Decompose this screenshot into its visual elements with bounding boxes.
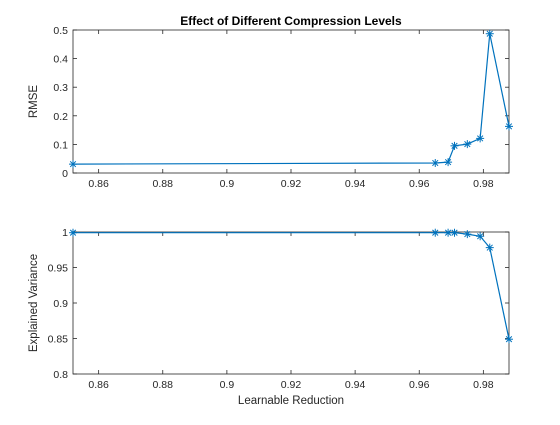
data-point — [69, 228, 77, 237]
y-tick-label: 0 — [62, 168, 68, 180]
marker-stroke — [432, 159, 439, 167]
data-point — [431, 228, 440, 237]
y-tick-label: 0.4 — [53, 54, 68, 66]
marker-stroke — [69, 229, 77, 236]
marker-stroke — [444, 229, 452, 236]
marker-stroke — [464, 140, 471, 148]
y-tick-label: 0.85 — [48, 334, 69, 346]
y-tick-label: 0.2 — [53, 111, 68, 123]
marker-stroke — [486, 244, 493, 251]
x-axis-label: Learnable Reduction — [238, 395, 344, 407]
data-point — [485, 29, 494, 38]
x-tick-label: 0.9 — [220, 379, 235, 391]
marker-stroke — [451, 142, 458, 149]
marker-stroke — [69, 160, 77, 168]
marker-stroke — [432, 229, 439, 236]
data-point — [476, 232, 485, 241]
data-point — [444, 158, 453, 167]
data-point — [505, 335, 513, 344]
y-tick-label: 0.1 — [53, 139, 68, 151]
x-tick-label: 0.86 — [88, 178, 109, 190]
data-point — [476, 134, 485, 143]
y-tick-label: 1 — [62, 227, 68, 239]
marker-stroke — [505, 123, 513, 130]
y-tick-label: 0.8 — [53, 369, 68, 381]
chart-panel-1: 0.86 0.88 0.9 0.92 0.94 0.96 0.98 0 0.1 0.2 0.3 0.4… — [28, 14, 513, 190]
y-tick-label: 0.3 — [53, 82, 68, 94]
y-tick-label: 0.5 — [53, 25, 68, 37]
axes-box — [72, 231, 510, 375]
y-axis-label: RMSE — [28, 85, 40, 119]
marker-stroke — [451, 229, 458, 236]
marker-stroke — [464, 230, 471, 238]
x-tick-label: 0.98 — [473, 379, 494, 391]
axes-box — [72, 29, 510, 174]
x-tick-label: 0.88 — [153, 178, 174, 190]
data-point — [505, 122, 513, 131]
x-tick-label: 0.86 — [88, 379, 109, 391]
x-tick-label: 0.98 — [473, 178, 494, 190]
x-tick-label: 0.94 — [345, 379, 366, 391]
data-point — [450, 228, 459, 237]
chart-panel-2: 0.86 0.88 0.9 0.92 0.94 0.96 0.98 0.8 0.85 0.9 0.9… — [28, 227, 513, 407]
marker-stroke — [476, 135, 484, 142]
data-point — [463, 140, 472, 149]
y-axis-label: Explained Variance — [28, 254, 40, 352]
marker-stroke — [486, 30, 493, 37]
x-tick-label: 0.88 — [153, 379, 174, 391]
x-tick-label: 0.94 — [345, 178, 366, 190]
x-tick-label: 0.9 — [220, 178, 235, 190]
data-point — [450, 141, 459, 150]
x-tick-label: 0.96 — [409, 379, 430, 391]
y-tick-label: 0.95 — [48, 263, 69, 275]
marker-stroke — [444, 158, 452, 166]
data-point — [431, 158, 440, 167]
marker-stroke — [476, 233, 484, 240]
x-tick-label: 0.96 — [409, 178, 430, 190]
marker-stroke — [505, 336, 513, 343]
y-tick-label: 0.9 — [53, 298, 68, 310]
data-point — [485, 243, 494, 252]
chart-title: Effect of Different Compression Levels — [180, 14, 402, 28]
data-point — [69, 160, 77, 169]
data-point — [463, 230, 472, 239]
x-tick-label: 0.92 — [281, 379, 302, 391]
x-tick-label: 0.92 — [281, 178, 302, 190]
